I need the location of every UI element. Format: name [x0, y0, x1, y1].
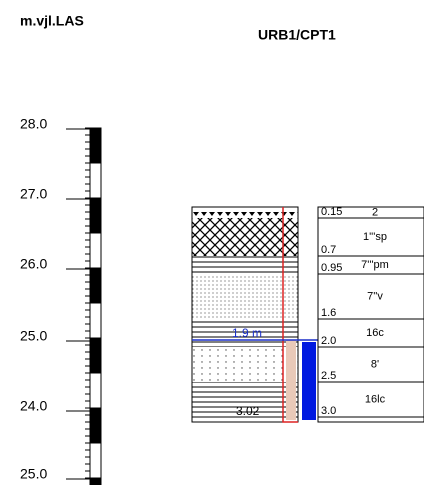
scale-seg: [89, 197, 102, 234]
scale-label: 24.0: [20, 398, 47, 414]
layer-depth: 0.15: [321, 206, 342, 218]
scale-seg: [89, 302, 102, 339]
scale-seg: [89, 162, 102, 199]
layer-depth: 2.0: [321, 335, 336, 347]
scale-seg: [89, 337, 102, 374]
bottom-depth: 3.02: [236, 404, 260, 418]
layer-code: 16c: [366, 327, 384, 339]
scale-label: 25.0: [20, 328, 47, 344]
layer-depth: 0.95: [321, 262, 342, 274]
log-left: [191, 206, 424, 423]
layer-depth: 0.7: [321, 244, 336, 256]
layer-code: 7''v: [367, 290, 383, 302]
layer-code: 7'''pm: [361, 259, 389, 271]
scale-label: 27.0: [20, 186, 47, 202]
scale-label: 25.0: [20, 466, 47, 482]
scale-seg: [89, 372, 102, 409]
layer-depth: 1.6: [321, 307, 336, 319]
scale-label: 26.0: [20, 256, 47, 272]
scale-seg: [89, 477, 102, 485]
scale-seg: [89, 442, 102, 479]
layer-code: 2: [372, 206, 378, 218]
log-right: [317, 206, 424, 423]
layer-depth: 2.5: [321, 370, 336, 382]
header-left: m.vjl.LAS: [20, 13, 84, 29]
depth-scale: 28.0 27.0 26.0 25.0 24.0 25.0: [20, 116, 102, 485]
layer-code: 16lc: [365, 393, 386, 405]
layer-depth: 3.0: [321, 405, 336, 417]
layer-code: 1'''sp: [363, 231, 387, 243]
scale-seg: [89, 407, 102, 444]
layer-code: 8': [371, 358, 379, 370]
scale-label: 28.0: [20, 116, 47, 132]
water-level: 1.9 m: [232, 326, 262, 340]
header-title: URB1/CPT1: [258, 27, 336, 43]
scale-seg: [89, 127, 102, 164]
scale-seg: [89, 267, 102, 304]
scale-seg: [89, 232, 102, 269]
